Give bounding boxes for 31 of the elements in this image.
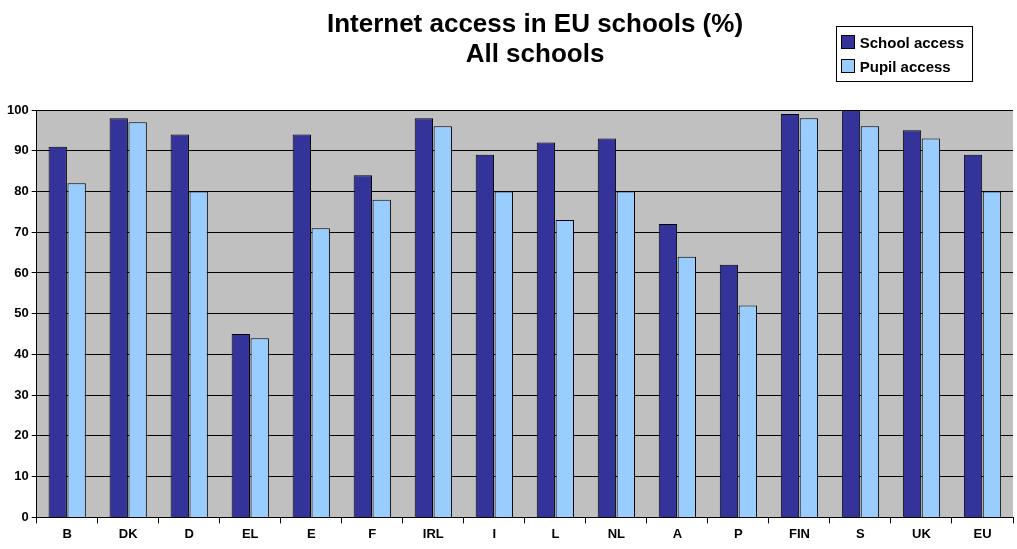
x-tick-label: S	[856, 525, 866, 541]
x-tick-label: FIN	[788, 525, 810, 541]
x-tick-label: NL	[607, 525, 626, 541]
y-tick-label: 60	[14, 264, 29, 280]
chart-subtitle: All schools	[464, 38, 606, 68]
x-tick-label: EL	[241, 525, 259, 541]
x-tick-label: UK	[912, 525, 932, 541]
x-tick-label: EU	[973, 525, 992, 541]
x-tick-label: L	[551, 525, 560, 541]
x-tick-label: IRL	[422, 525, 444, 541]
y-tick-label: 90	[14, 142, 29, 158]
legend-label: Pupil access	[859, 57, 951, 75]
x-tick-label: DK	[118, 525, 139, 541]
x-tick-label: I	[492, 525, 497, 541]
x-tick-label: B	[62, 525, 72, 541]
x-tick-label: F	[368, 525, 377, 541]
y-tick-label: 80	[14, 183, 29, 199]
y-tick-label: 10	[14, 468, 29, 484]
y-tick-label: 100	[6, 101, 29, 117]
legend-label: School access	[859, 33, 964, 51]
y-tick-label: 0	[21, 508, 29, 524]
x-tick-label: P	[734, 525, 744, 541]
x-tick-label: A	[672, 525, 683, 541]
x-tick-label: D	[184, 525, 194, 541]
y-tick-label: 30	[14, 386, 29, 402]
chart-title: Internet access in EU schools (%)	[325, 8, 745, 38]
y-tick-label: 40	[14, 346, 29, 362]
y-tick-label: 50	[14, 305, 29, 321]
x-tick-label: E	[306, 525, 316, 541]
y-tick-label: 70	[14, 223, 29, 239]
y-tick-label: 20	[14, 427, 29, 443]
